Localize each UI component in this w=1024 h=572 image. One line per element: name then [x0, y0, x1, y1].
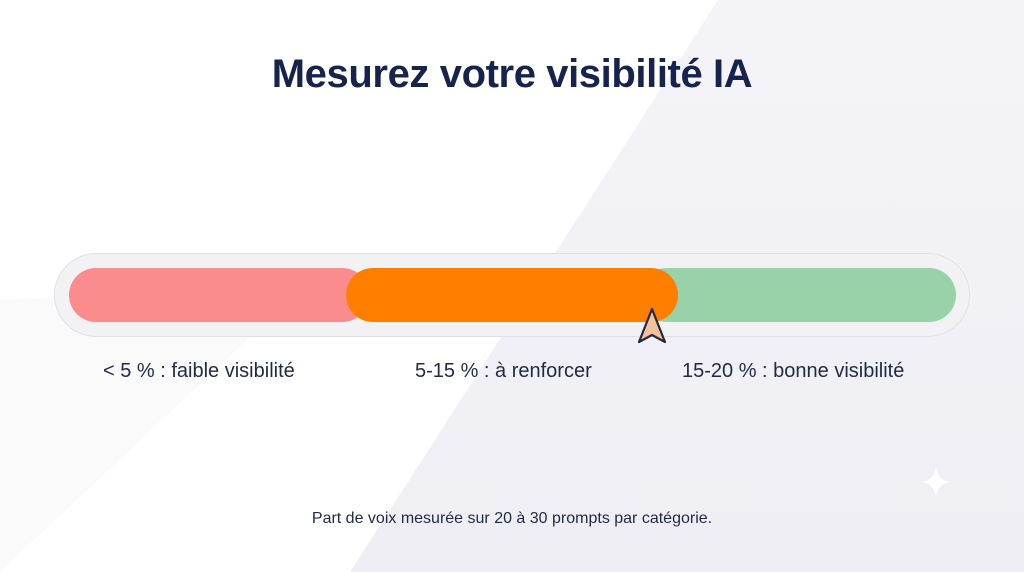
gauge-segment-good [640, 268, 956, 322]
sparkle-icon [920, 466, 952, 498]
gauge-label-good: 15-20 % : bonne visibilité [682, 360, 905, 382]
footnote: Part de voix mesurée sur 20 à 30 prompts… [311, 510, 713, 527]
page-title: Mesurez votre visibilité IA [271, 52, 753, 96]
gauge-segment-mid [346, 268, 678, 322]
gauge-segment-low [69, 268, 369, 322]
pointer-arrow-icon [637, 307, 667, 344]
gauge-label-mid: 5-15 % : à renforcer [415, 360, 592, 382]
gauge-label-low: < 5 % : faible visibilité [103, 360, 295, 382]
